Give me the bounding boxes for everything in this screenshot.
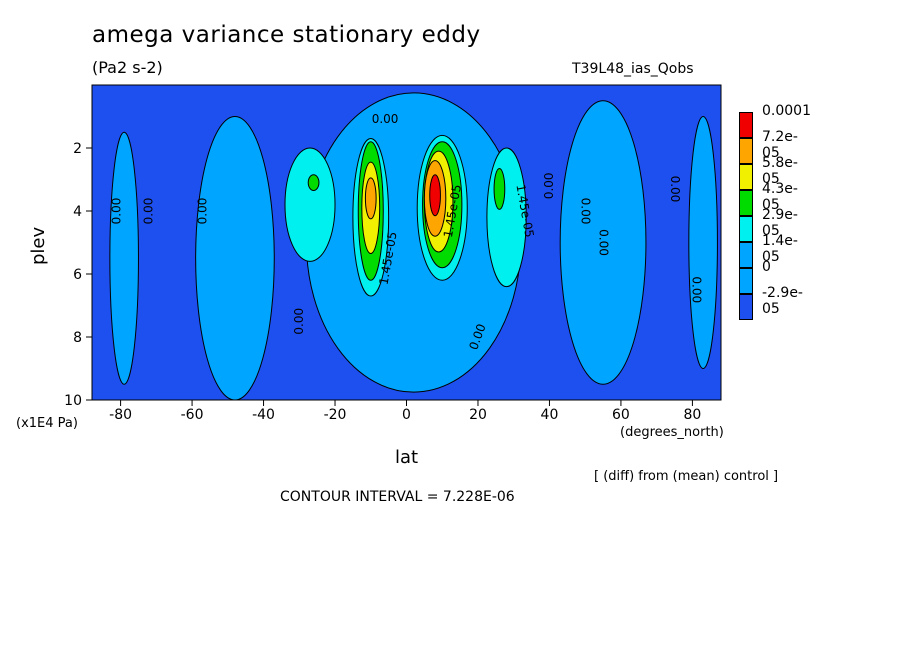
peak-nh-subtropic [493, 167, 506, 210]
contour-interval: CONTOUR INTERVAL = 7.228E-06 [280, 489, 515, 505]
x-tick-label: -40 [252, 407, 275, 423]
x-tick-label: -20 [324, 407, 347, 423]
y-tick-label: 8 [73, 330, 82, 346]
contour-label: 0.00 [542, 172, 556, 199]
colorbar-label: 7.2e-05 [762, 129, 798, 161]
diff-note: [ (diff) from (mean) control ] [594, 469, 779, 484]
colorbar-swatch [739, 138, 753, 164]
colorbar-label: 4.3e-05 [762, 181, 798, 213]
peak-sh-subtropic [307, 174, 320, 192]
contour-label: 0.00 [689, 276, 703, 303]
colorbar-swatch [739, 164, 753, 190]
x-tick-label: 0 [402, 407, 411, 423]
contour-label: 0.00 [292, 308, 306, 335]
zone-zero-polar-nh [688, 116, 718, 369]
contour-label: 0.00 [110, 198, 124, 225]
colorbar-swatch [739, 242, 753, 268]
zone-zero-high-sh [109, 131, 139, 385]
colorbar-label: 5.8e-05 [762, 155, 798, 187]
y-axis-label: plev [28, 226, 49, 265]
band-sh-tropic-4 [364, 177, 377, 220]
zone-zero-mid-sh [195, 116, 275, 401]
x-tick-label: 20 [469, 407, 487, 423]
contour-fill-layer [92, 85, 721, 401]
x-tick-label: 60 [612, 407, 630, 423]
contour-label: 0.00 [372, 112, 399, 126]
x-axis-units: (degrees_north) [620, 425, 724, 440]
colorbar-swatch [739, 112, 753, 138]
colorbar-label: -2.9e-05 [762, 285, 803, 317]
y-tick-layer: 2 4 6 8 10 [64, 141, 92, 409]
colorbar-swatch [739, 294, 753, 320]
contour-label: 0.00 [668, 176, 682, 203]
colorbar-swatch [739, 190, 753, 216]
y-axis-units: (x1E4 Pa) [16, 416, 78, 431]
zone-zero-mid-nh [559, 100, 647, 385]
x-tick-layer: -80 -60 -40 -20 0 20 40 60 80 [109, 400, 701, 423]
y-tick-label: 2 [73, 141, 82, 157]
colorbar-label: 2.9e-05 [762, 207, 798, 239]
x-tick-label: 40 [541, 407, 559, 423]
colorbar-swatch [739, 268, 753, 294]
colorbar-label: 1.4e-05 [762, 233, 798, 265]
chart-units: (Pa2 s-2) [92, 58, 163, 77]
colorbar-swatch [739, 216, 753, 242]
x-tick-label: -80 [109, 407, 132, 423]
contour-label: 0.00 [579, 198, 593, 225]
run-name: T39L48_ias_Qobs [572, 61, 694, 77]
contour-label: 0.00 [142, 198, 156, 225]
chart-title: amega variance stationary eddy [92, 22, 481, 48]
lobe-sh-subtropic [284, 147, 336, 262]
y-tick-label: 4 [73, 204, 82, 220]
y-tick-label: 6 [73, 267, 82, 283]
y-tick-label: 10 [64, 393, 82, 409]
contour-label: 0.00 [195, 198, 209, 225]
colorbar-label: 0.0001 [762, 103, 811, 119]
contour-label: 0.00 [597, 229, 611, 256]
colorbar-label: 0 [762, 259, 771, 275]
x-tick-label: -60 [181, 407, 204, 423]
x-axis-label: lat [395, 447, 419, 468]
peak-nh-tropic [429, 174, 441, 217]
x-tick-label: 80 [683, 407, 701, 423]
